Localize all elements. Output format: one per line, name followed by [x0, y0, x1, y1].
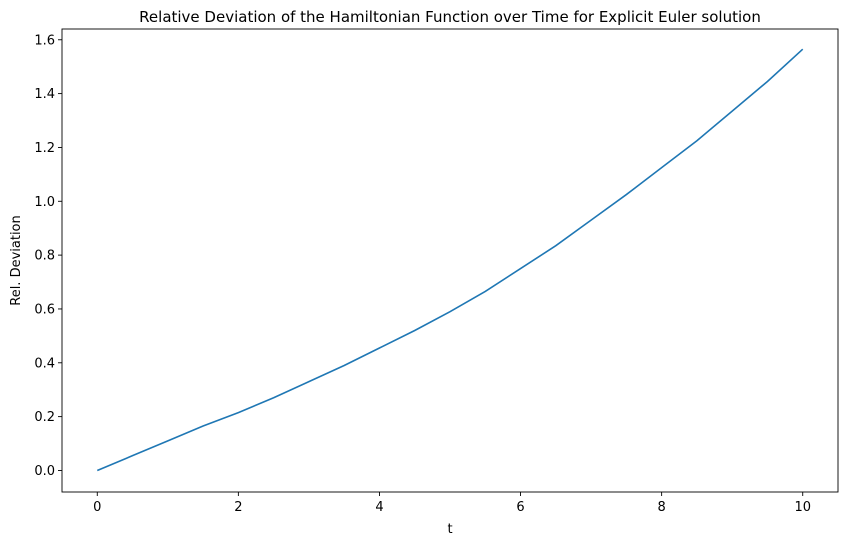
y-tick-label: 0.0: [34, 464, 55, 479]
chart-title: Relative Deviation of the Hamiltonian Fu…: [139, 8, 761, 26]
x-tick-label: 4: [375, 500, 383, 515]
y-tick-label: 0.6: [34, 302, 55, 317]
y-tick-label: 1.4: [34, 87, 55, 102]
y-tick-label: 0.4: [34, 356, 55, 371]
y-tick-label: 1.6: [34, 33, 55, 48]
x-tick-label: 8: [657, 500, 665, 515]
x-tick-label: 2: [234, 500, 242, 515]
y-axis-label: Rel. Deviation: [9, 215, 24, 306]
axes-frame: [61, 28, 839, 493]
x-axis: 0 2 4 6 8 10: [93, 492, 811, 515]
x-axis-label: t: [447, 522, 452, 537]
y-axis: 0.0 0.2 0.4 0.6 0.8 1.0 1.2 1.4 1.6: [34, 33, 62, 479]
y-tick-label: 1.0: [34, 195, 55, 210]
x-tick-label: 10: [794, 500, 811, 515]
y-tick-label: 0.2: [34, 410, 55, 425]
y-tick-label: 0.8: [34, 249, 55, 264]
x-tick-label: 0: [93, 500, 101, 515]
x-tick-label: 6: [516, 500, 524, 515]
y-tick-label: 1.2: [34, 141, 55, 156]
series-line: [96, 48, 804, 472]
